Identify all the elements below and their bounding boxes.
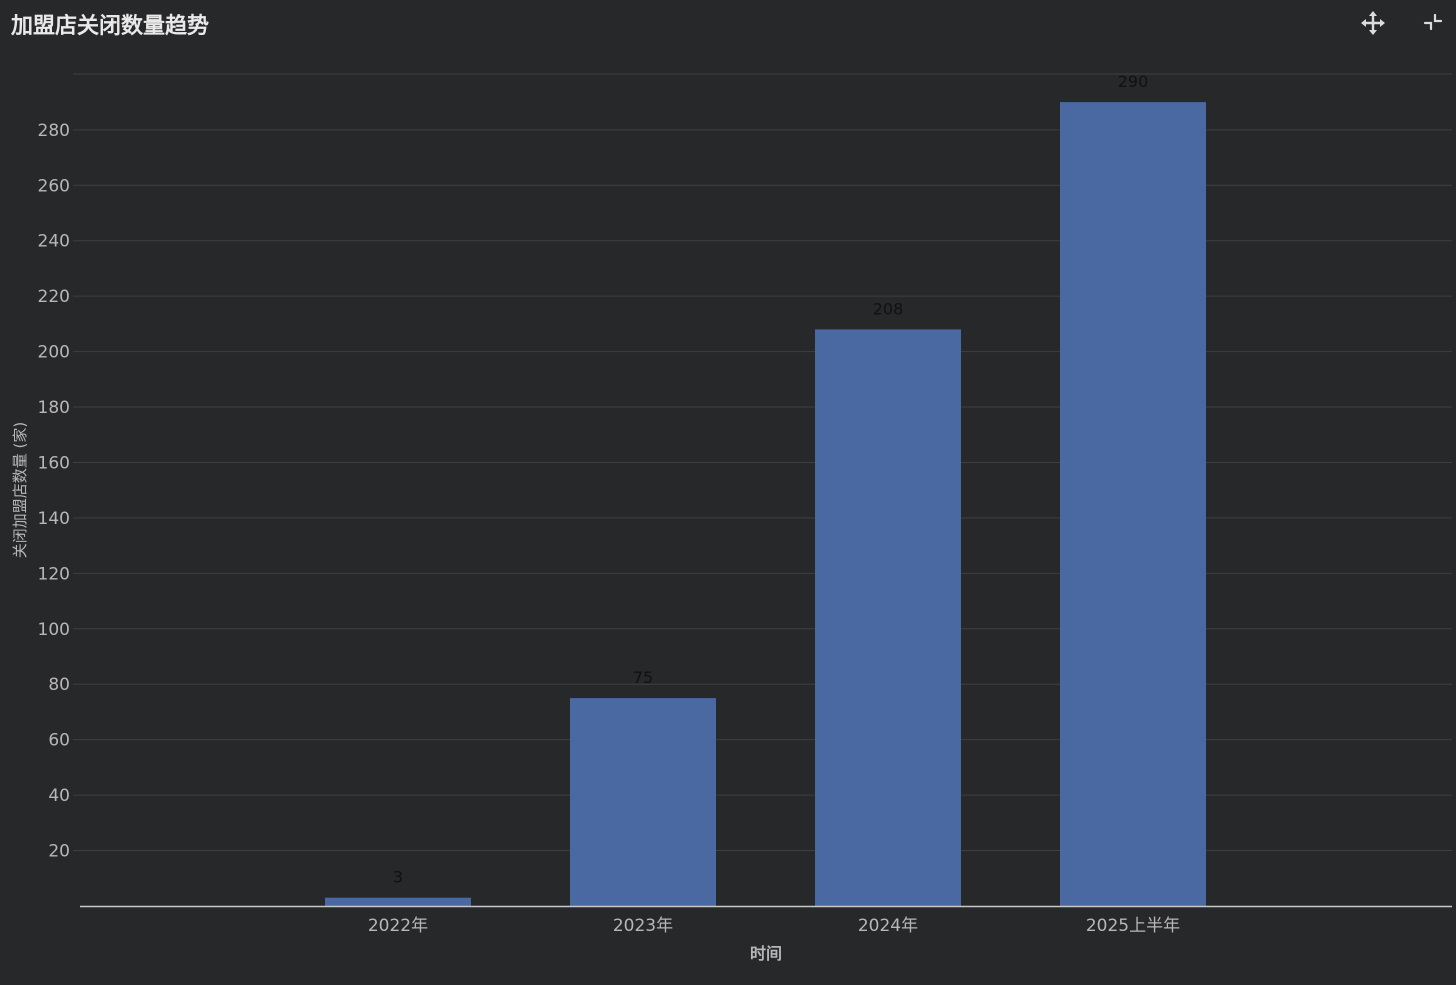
- collapse-button[interactable]: [1418, 8, 1448, 38]
- x-axis-ticks: 2022年 2023年 2024年 2025上半年: [368, 916, 1180, 936]
- y-tick-label: 120: [38, 564, 70, 584]
- y-tick-label: 240: [38, 232, 70, 252]
- y-tick-label: 60: [48, 731, 70, 751]
- y-axis-title: 关闭加盟店数量 (家): [11, 422, 29, 558]
- data-label: 290: [1118, 72, 1149, 91]
- data-label: 208: [873, 299, 904, 318]
- y-tick-label: 260: [38, 176, 70, 196]
- y-tick-label: 140: [38, 509, 70, 529]
- y-tick-label: 80: [48, 675, 70, 695]
- move-arrows-icon: [1361, 11, 1385, 35]
- grid-lines: [73, 73, 1452, 852]
- y-tick-label: 280: [38, 121, 70, 141]
- y-tick-label: 180: [38, 398, 70, 418]
- collapse-icon: [1423, 13, 1443, 31]
- x-tick-label: 2022年: [368, 916, 428, 936]
- y-tick-label: 200: [38, 343, 70, 363]
- data-label: 75: [633, 668, 653, 687]
- bar[interactable]: [570, 698, 716, 906]
- x-tick-label: 2025上半年: [1086, 916, 1180, 936]
- data-labels: 3 75 208 290: [393, 72, 1148, 887]
- x-tick-label: 2024年: [858, 916, 918, 936]
- chart-title: 加盟店关闭数量趋势: [11, 14, 210, 39]
- y-tick-label: 20: [48, 842, 70, 862]
- y-tick-label: 100: [38, 620, 70, 640]
- y-axis-ticks: 20 40 60 80 100 120 140 160 180 200 220 240 260 280: [38, 121, 70, 862]
- y-tick-label: 220: [38, 287, 70, 307]
- bars: [325, 102, 1206, 907]
- x-tick-label: 2023年: [613, 916, 673, 936]
- x-axis-title: 时间: [750, 944, 782, 963]
- data-label: 3: [393, 868, 403, 887]
- move-button[interactable]: [1358, 8, 1388, 38]
- y-tick-label: 160: [38, 453, 70, 473]
- bar[interactable]: [815, 329, 961, 906]
- bar[interactable]: [325, 897, 471, 906]
- y-tick-label: 40: [48, 786, 70, 806]
- bar[interactable]: [1060, 102, 1206, 907]
